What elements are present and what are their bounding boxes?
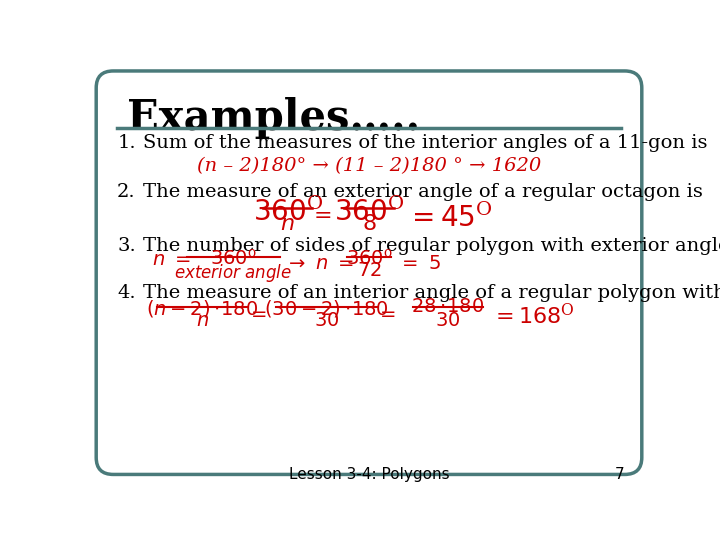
Text: $\rightarrow\ n\ =$: $\rightarrow\ n\ =$ [285,255,354,273]
Text: 7: 7 [615,467,625,482]
Text: $exterior\ angle$: $exterior\ angle$ [174,262,292,284]
Text: $=45^{\mathregular{O}}$: $=45^{\mathregular{O}}$ [406,204,493,233]
Text: $30$: $30$ [436,312,461,330]
Text: 1.: 1. [117,134,136,152]
Text: The number of sides of regular polygon with exterior angle 72 ° is: The number of sides of regular polygon w… [143,237,720,255]
Text: $=$: $=$ [376,304,396,322]
Text: $360^{\mathregular{o}}$: $360^{\mathregular{o}}$ [346,248,392,269]
Text: Examples…..: Examples….. [127,97,420,139]
Text: Sum of the measures of the interior angles of a 11-gon is: Sum of the measures of the interior angl… [143,134,707,152]
Text: 2.: 2. [117,184,136,201]
Text: $8$: $8$ [361,213,377,235]
Text: Lesson 3-4: Polygons: Lesson 3-4: Polygons [289,467,449,482]
Text: $(n-2)\cdot\!180$: $(n-2)\cdot\!180$ [146,298,258,319]
Text: $72$: $72$ [356,262,382,280]
Text: 4.: 4. [117,284,136,302]
Text: 3.: 3. [117,237,136,255]
FancyBboxPatch shape [96,71,642,475]
Text: $=\ 5$: $=\ 5$ [398,255,441,273]
Text: (n – 2)180° → (11 – 2)180 ° → 1620: (n – 2)180° → (11 – 2)180 ° → 1620 [197,157,541,175]
Text: $n\ =$: $n\ =$ [152,251,191,269]
Text: $28\cdot\!180$: $28\cdot\!180$ [411,298,485,316]
Text: $n$: $n$ [280,213,295,235]
Text: $=$: $=$ [309,204,331,225]
Text: $n$: $n$ [196,312,209,330]
Text: $360^{\mathregular{o}}$: $360^{\mathregular{o}}$ [210,248,257,269]
Text: $30$: $30$ [314,312,339,330]
Text: The measure of an interior angle of a regular polygon with 30 sides: The measure of an interior angle of a re… [143,284,720,302]
Text: $360^{\mathregular{O}}$: $360^{\mathregular{O}}$ [334,197,404,227]
Text: The measure of an exterior angle of a regular octagon is: The measure of an exterior angle of a re… [143,184,703,201]
Text: $=168^{\mathregular{O}}$: $=168^{\mathregular{O}}$ [492,304,575,329]
Text: $(30-2)\cdot\!180$: $(30-2)\cdot\!180$ [264,298,389,319]
Text: $=$: $=$ [246,304,266,322]
Text: $360^{\mathregular{O}}$: $360^{\mathregular{O}}$ [253,197,323,227]
